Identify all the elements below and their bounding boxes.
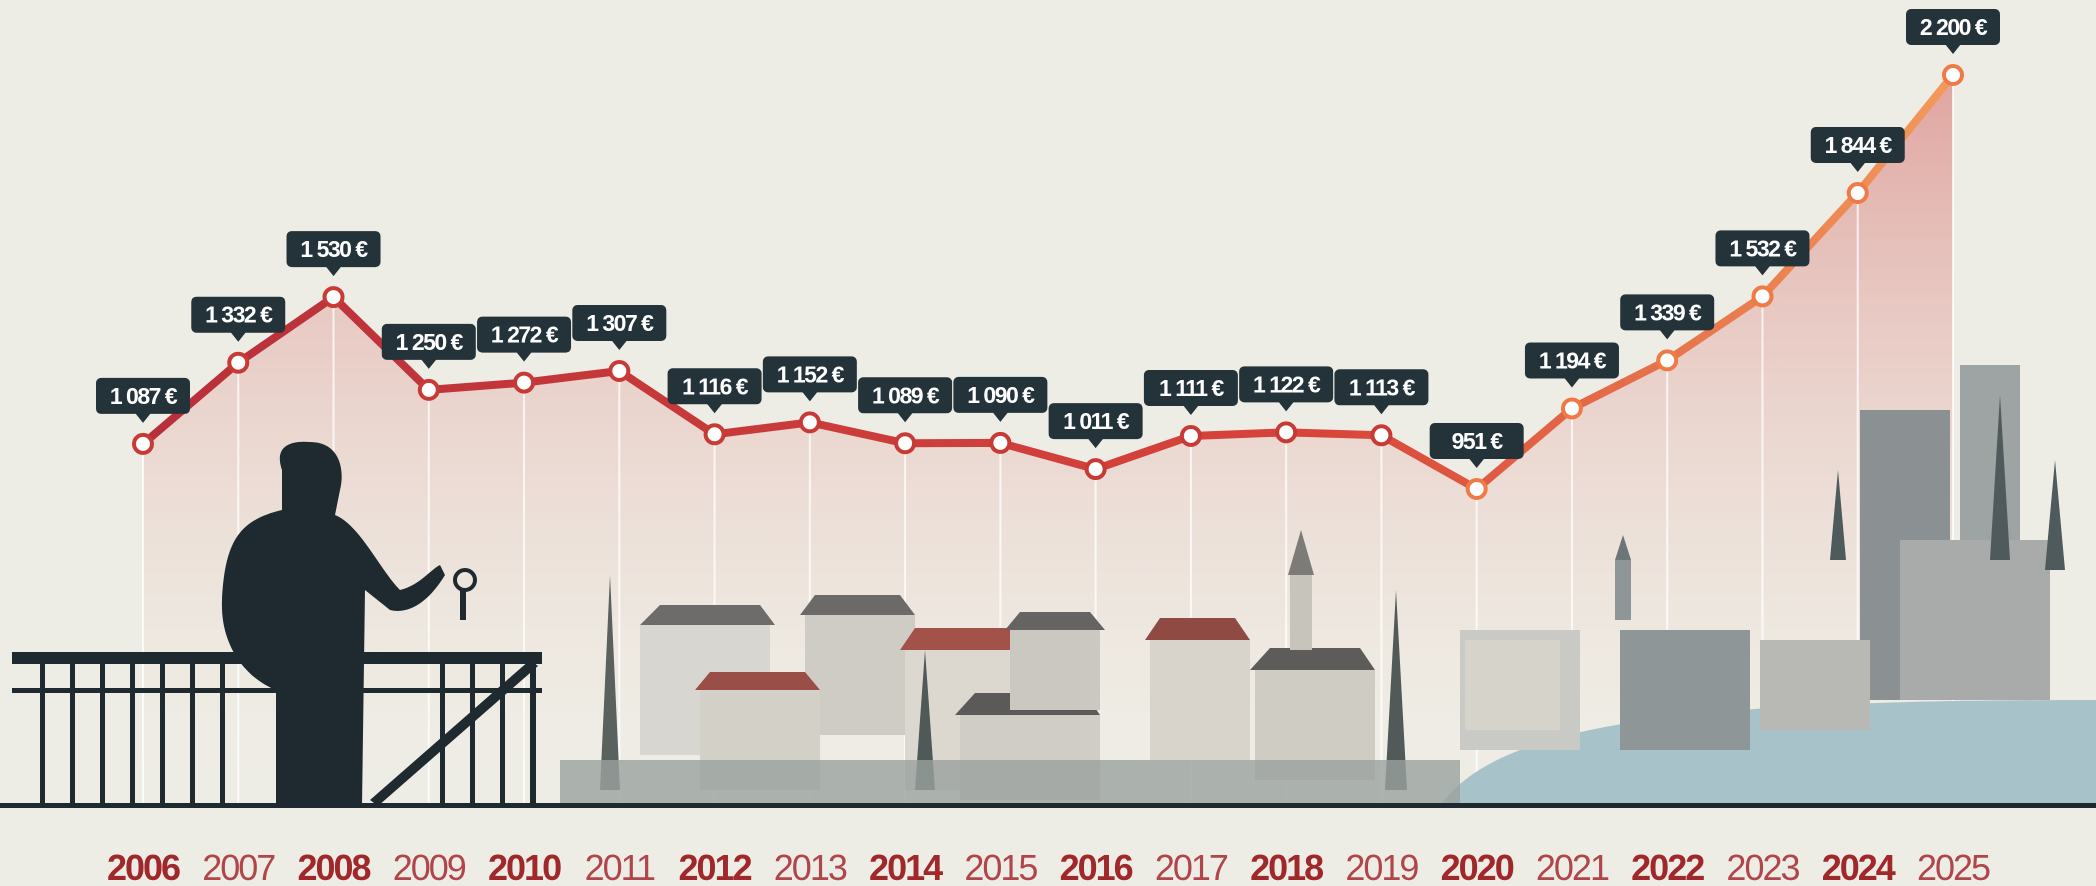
value-label: 1 087 € bbox=[110, 383, 178, 409]
point bbox=[801, 413, 819, 431]
value-label: 1 272 € bbox=[491, 322, 559, 348]
scenery-shape bbox=[560, 760, 1460, 806]
point bbox=[1563, 399, 1581, 417]
value-label: 1 339 € bbox=[1634, 299, 1702, 325]
x-tick-label: 2016 bbox=[1060, 847, 1133, 886]
x-tick-label: 2023 bbox=[1726, 847, 1799, 886]
scenery-shape bbox=[40, 664, 45, 806]
scenery-shape bbox=[1615, 560, 1631, 620]
point bbox=[1753, 287, 1771, 305]
x-tick-label: 2025 bbox=[1917, 847, 1990, 886]
scenery-shape bbox=[1145, 618, 1250, 640]
value-label: 1 307 € bbox=[586, 310, 654, 336]
value-label: 1 111 € bbox=[1159, 375, 1224, 401]
point bbox=[1277, 423, 1295, 441]
scenery-shape bbox=[0, 803, 2096, 808]
point bbox=[420, 381, 438, 399]
point bbox=[706, 425, 724, 443]
scenery-shape bbox=[1465, 640, 1560, 730]
x-tick-label: 2008 bbox=[297, 847, 370, 886]
scenery-shape bbox=[1250, 648, 1375, 670]
value-label: 1 332 € bbox=[205, 302, 273, 328]
page: 1 087 € 2006 1 332 € 2007 1 530 € 2008 1 250 €… bbox=[0, 0, 2096, 886]
x-tick-label: 2018 bbox=[1250, 847, 1323, 886]
scenery-shape bbox=[640, 605, 775, 625]
scenery-shape bbox=[805, 615, 915, 735]
x-tick-label: 2007 bbox=[202, 847, 275, 886]
point bbox=[1944, 66, 1962, 84]
x-tick-label: 2017 bbox=[1155, 847, 1228, 886]
scenery-shape bbox=[70, 664, 75, 806]
scenery-shape bbox=[460, 590, 466, 620]
value-label: 1 844 € bbox=[1825, 132, 1893, 158]
point bbox=[515, 374, 533, 392]
point bbox=[134, 435, 152, 453]
x-tick-label: 2015 bbox=[964, 847, 1037, 886]
scenery-shape bbox=[1620, 630, 1750, 750]
value-label: 1 122 € bbox=[1253, 371, 1321, 397]
x-tick-label: 2022 bbox=[1631, 847, 1704, 886]
value-label: 1 116 € bbox=[682, 373, 749, 399]
point bbox=[1182, 427, 1200, 445]
x-tick-label: 2013 bbox=[774, 847, 847, 886]
scenery-shape bbox=[470, 664, 475, 806]
point bbox=[325, 288, 343, 306]
value-label: 1 011 € bbox=[1063, 408, 1130, 434]
scenery-shape bbox=[220, 664, 225, 806]
point bbox=[1658, 351, 1676, 369]
x-tick-label: 2021 bbox=[1536, 847, 1609, 886]
value-label: 1 530 € bbox=[300, 236, 368, 262]
x-tick-label: 2014 bbox=[869, 847, 943, 886]
point bbox=[896, 434, 914, 452]
scenery-shape bbox=[1760, 640, 1870, 730]
chart: 1 087 € 2006 1 332 € 2007 1 530 € 2008 1 250 €… bbox=[0, 0, 2096, 886]
point bbox=[1087, 460, 1105, 478]
scenery-shape bbox=[1150, 640, 1250, 760]
scenery-shape bbox=[1010, 630, 1100, 710]
x-tick-label: 2010 bbox=[488, 847, 561, 886]
x-tick-label: 2009 bbox=[393, 847, 466, 886]
point bbox=[991, 434, 1009, 452]
scenery-shape bbox=[440, 664, 445, 806]
value-label: 2 200 € bbox=[1920, 14, 1988, 40]
value-label: 1 090 € bbox=[967, 382, 1035, 408]
value-label: 1 532 € bbox=[1729, 235, 1797, 261]
x-tick-label: 2020 bbox=[1441, 847, 1514, 886]
scenery-shape bbox=[800, 595, 915, 615]
scenery-shape bbox=[1005, 612, 1105, 630]
x-tick-label: 2011 bbox=[585, 847, 655, 886]
value-label: 1 113 € bbox=[1349, 374, 1416, 400]
value-label: 1 089 € bbox=[872, 382, 940, 408]
scenery-shape bbox=[190, 664, 195, 806]
scenery-shape bbox=[12, 688, 542, 693]
x-tick-label: 2006 bbox=[107, 847, 180, 886]
scenery-shape bbox=[130, 664, 135, 806]
point bbox=[229, 354, 247, 372]
point bbox=[1468, 480, 1486, 498]
x-tick-label: 2012 bbox=[679, 847, 752, 886]
point bbox=[1849, 184, 1867, 202]
value-label: 1 194 € bbox=[1539, 347, 1607, 373]
scenery-shape bbox=[1900, 540, 2050, 700]
scenery-shape bbox=[1290, 575, 1312, 650]
x-tick-label: 2024 bbox=[1822, 847, 1896, 886]
point bbox=[1372, 426, 1390, 444]
scenery-shape bbox=[695, 672, 820, 690]
x-tick-label: 2019 bbox=[1345, 847, 1418, 886]
scenery-shape bbox=[160, 664, 165, 806]
value-label: 951 € bbox=[1452, 428, 1504, 454]
scenery-shape bbox=[12, 652, 542, 664]
scenery-shape bbox=[530, 664, 536, 806]
value-label: 1 250 € bbox=[396, 329, 464, 355]
value-label: 1 152 € bbox=[777, 361, 845, 387]
scenery-shape bbox=[100, 664, 105, 806]
point bbox=[610, 362, 628, 380]
